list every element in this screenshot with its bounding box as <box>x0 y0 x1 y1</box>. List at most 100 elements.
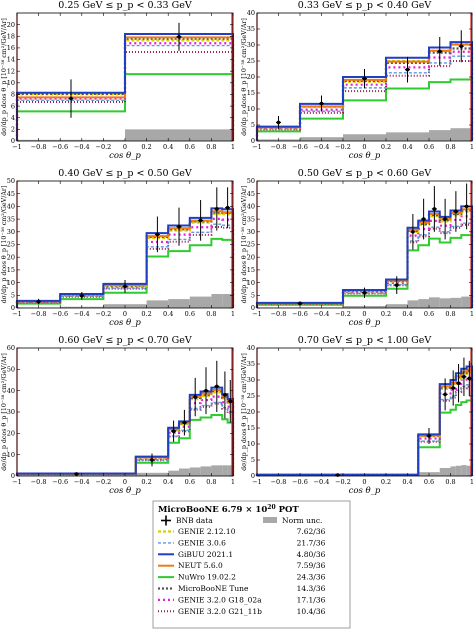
norm-unc-bar <box>429 130 451 141</box>
model-line-nuwro <box>16 413 234 476</box>
x-tick-label: −0.4 <box>74 310 90 318</box>
y-axis-label: dσ/dp_p dcos θ_p [10⁻³⁸ cm²/GeV/Ar] <box>1 18 8 136</box>
y-tick-label: 10 <box>247 440 255 448</box>
x-tick-label: 0 <box>123 143 127 151</box>
y-tick-label: 8 <box>11 91 15 99</box>
legend-label-uboone_tune: MicroBooNE Tune <box>178 584 249 593</box>
data-point <box>193 395 197 399</box>
x-tick-label: 0.8 <box>206 310 216 318</box>
x-tick-label: −1 <box>12 478 22 486</box>
norm-unc-bar <box>450 297 462 308</box>
x-tick-label: 0.8 <box>206 143 216 151</box>
x-tick-label: 0.6 <box>424 143 434 151</box>
x-axis-label: cos θ_p <box>349 318 381 328</box>
x-tick-label: −0.4 <box>74 478 90 486</box>
panel-title: 0.50 GeV ≤ p_p < 0.60 GeV <box>298 168 432 179</box>
y-tick-label: 20 <box>247 73 255 81</box>
y-tick-label: 20 <box>7 21 15 29</box>
y-tick-label: 35 <box>247 360 255 368</box>
y-tick-label: 25 <box>247 57 255 65</box>
model-line-genie3 <box>256 222 473 308</box>
y-tick-label: 0 <box>11 137 15 145</box>
model-line-gibuu <box>256 41 473 141</box>
data-point <box>427 434 431 438</box>
model-line-g21 <box>16 402 234 476</box>
y-tick-label: 15 <box>7 266 15 274</box>
legend-chi2-genie2: 7.62/36 <box>297 527 326 536</box>
y-tick-label: 18 <box>7 32 15 40</box>
x-tick-label: 0.6 <box>185 143 195 151</box>
x-tick-label: −0.6 <box>52 143 68 151</box>
norm-unc-bar <box>168 299 190 308</box>
data-point <box>223 393 227 397</box>
x-tick-label: −1 <box>12 310 22 318</box>
y-axis-label: dσ/dp_p dcos θ_p [10⁻³⁸ cm²/GeV/Ar] <box>241 18 248 136</box>
norm-unc-bar <box>407 300 419 308</box>
x-tick-label: 1 <box>470 478 474 486</box>
x-axis-label: cos θ_p <box>109 486 141 496</box>
x-tick-label: 0.8 <box>445 143 455 151</box>
y-tick-label: 20 <box>7 430 15 438</box>
y-tick-label: 5 <box>251 121 255 129</box>
y-axis-label: dσ/dp_p dcos θ_p [10⁻³⁸ cm²/GeV/Ar] <box>241 353 248 471</box>
norm-unc-bar <box>211 294 223 308</box>
model-line-gibuu <box>256 365 473 476</box>
norm-unc-bar <box>222 465 228 476</box>
legend-chi2-nuwro: 24.3/36 <box>297 573 326 582</box>
data-point <box>421 217 426 221</box>
y-tick-label: 40 <box>247 9 255 17</box>
norm-unc-bar <box>135 472 169 476</box>
y-tick-label: 0 <box>11 472 15 480</box>
y-tick-label: 20 <box>247 253 255 261</box>
x-tick-label: −0.8 <box>31 478 47 486</box>
norm-unc-bar <box>418 299 429 308</box>
y-axis-label: dσ/dp_p dcos θ_p [10⁻³⁸ cm²/GeV/Ar] <box>1 186 8 304</box>
y-tick-label: 30 <box>7 228 15 236</box>
legend-norm-label: Norm unc. <box>282 516 322 525</box>
norm-unc-bar <box>450 128 472 141</box>
y-tick-label: 6 <box>11 102 15 110</box>
legend-data-label: BNB data <box>176 516 213 525</box>
x-tick-label: 0.8 <box>206 478 216 486</box>
norm-unc-bar <box>189 296 212 308</box>
x-tick-label: 0 <box>123 310 127 318</box>
y-axis-label: dσ/dp_p dcos θ_p [10⁻³⁸ cm²/GeV/Ar] <box>241 186 248 304</box>
panel-title: 0.25 GeV ≤ p_p < 0.33 GeV <box>58 0 192 11</box>
data-point <box>177 224 181 229</box>
norm-unc-bar <box>227 465 233 476</box>
panel-2: 0.33 GeV ≤ p_p < 0.40 GeV −1 −0.8 −0.6 −0.4−… <box>241 0 474 161</box>
panel-6: 0.70 GeV ≤ p_p < 1.00 GeV −1 −0.8 −0.6 −0.4−… <box>241 335 474 496</box>
norm-unc-bar <box>222 294 233 308</box>
x-axis-label: cos θ_p <box>109 318 141 328</box>
x-tick-label: 0.4 <box>402 143 412 151</box>
y-tick-label: 45 <box>247 190 255 198</box>
y-tick-label: 25 <box>247 241 255 249</box>
legend-chi2-gibuu: 4.80/36 <box>297 550 326 559</box>
model-line-gibuu <box>16 32 234 141</box>
data-point <box>467 376 472 381</box>
y-tick-label: 50 <box>7 366 15 374</box>
norm-unc-bar <box>211 465 223 476</box>
x-tick-label: −0.4 <box>314 478 330 486</box>
y-tick-label: 25 <box>247 392 255 400</box>
data-point <box>123 284 127 289</box>
legend-chi2-g18: 17.1/36 <box>297 595 326 604</box>
panel-5: 0.60 GeV ≤ p_p < 0.70 GeV −1 −0.8 −0.6 −0.4−… <box>1 335 235 496</box>
data-point <box>150 458 154 462</box>
y-tick-label: 4 <box>11 114 15 122</box>
x-tick-label: −0.6 <box>292 478 308 486</box>
legend-chi2-genie3: 21.7/36 <box>297 538 326 547</box>
norm-unc-bar <box>200 466 212 476</box>
x-tick-label: −0.6 <box>52 310 68 318</box>
data-point <box>454 209 458 214</box>
data-point <box>155 232 160 237</box>
data-point <box>69 96 73 101</box>
norm-unc-bar <box>179 468 190 476</box>
legend-label-gibuu: GiBUU 2021.1 <box>178 550 233 559</box>
x-axis-label: cos θ_p <box>109 151 141 161</box>
x-tick-label: 0.6 <box>424 310 434 318</box>
x-tick-label: 0.4 <box>163 478 173 486</box>
data-point <box>432 207 437 211</box>
x-tick-label: 0.8 <box>445 310 455 318</box>
x-tick-label: −0.6 <box>52 478 68 486</box>
